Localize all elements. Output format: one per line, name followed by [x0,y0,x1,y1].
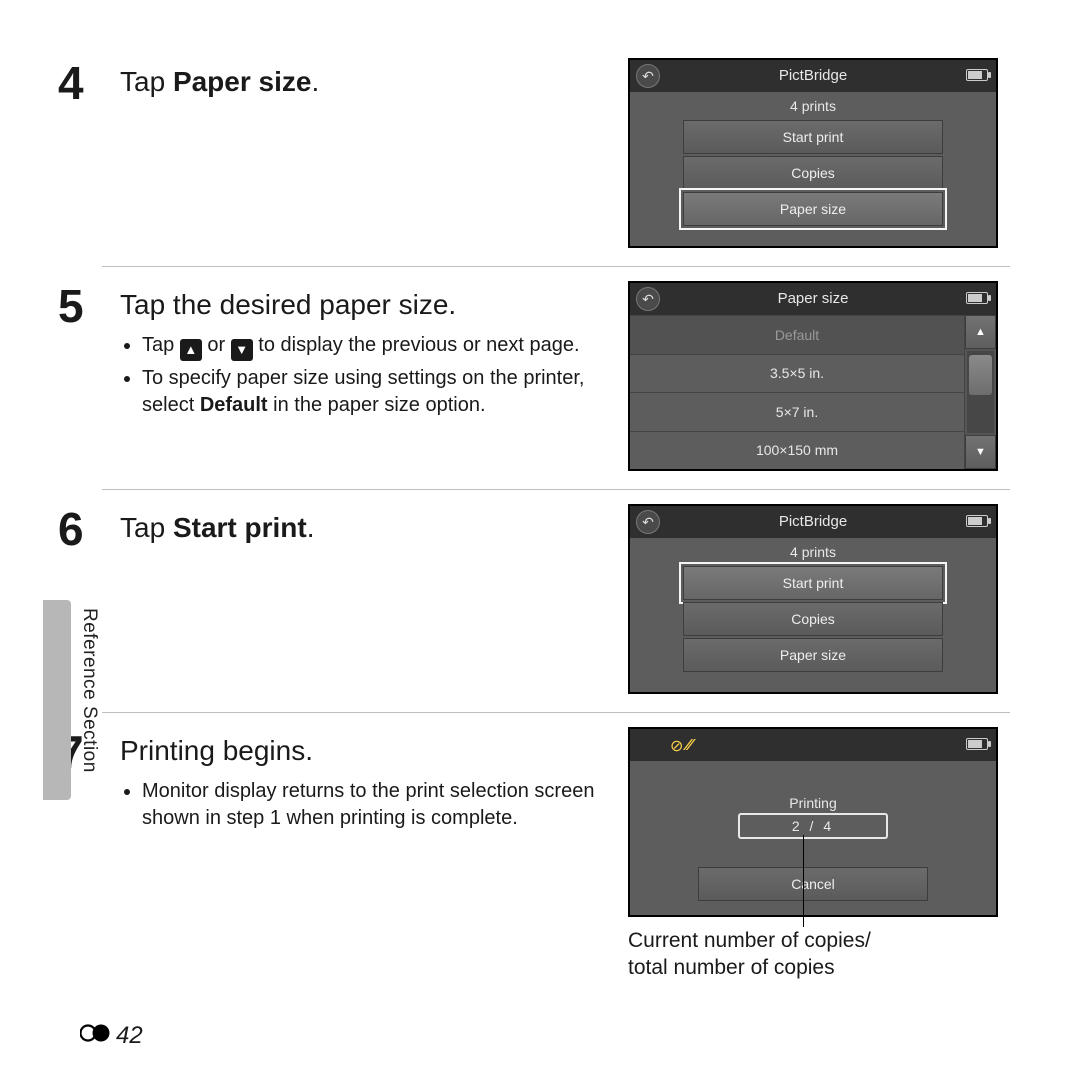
battery-icon [966,292,988,304]
bullet-item: Monitor display returns to the print sel… [142,778,600,832]
step-title: Tap Paper size. [120,64,600,99]
side-label: Reference Section [78,608,100,773]
bullet-list: Tap ▲ or ▼ to display the previous or ne… [120,332,600,419]
step-row: 6 Tap Start print. ↶ PictBridge 4 prints … [58,504,1010,704]
list-item[interactable]: 5×7 in. [630,392,964,431]
step-title: Tap Start print. [120,510,600,545]
back-icon[interactable]: ↶ [636,64,660,88]
battery-icon [966,738,988,750]
screenshot-column: ↶ PictBridge 4 prints Start printCopiesP… [628,504,998,694]
list-item[interactable]: 3.5×5 in. [630,354,964,393]
bullet-item: To specify paper size using settings on … [142,365,600,419]
scroll-up-button[interactable]: ▲ [965,315,996,349]
lcd-subtitle: 4 prints [630,92,996,118]
back-icon[interactable]: ↶ [636,287,660,311]
back-icon[interactable]: ↶ [636,510,660,534]
menu-item[interactable]: Start print [683,120,943,154]
step-number: 6 [58,504,102,552]
list-item[interactable]: 100×150 mm [630,431,964,470]
battery-icon [966,515,988,527]
menu-item[interactable]: Paper size [683,638,943,672]
lcd-title: PictBridge [779,513,847,530]
step-body: Tap Start print. [120,504,610,545]
camera-lcd: ↶ Paper size Default3.5×5 in.5×7 in.100×… [628,281,998,471]
step-row: 4 Tap Paper size. ↶ PictBridge 4 prints S… [58,58,1010,258]
pictbridge-icon: ⊘⁄⁄ [670,736,692,756]
screenshot-column: ⊘⁄⁄ Printing 2 / 4 Cancel Current number… [628,727,998,982]
step-separator [102,266,1010,267]
scroll-track[interactable] [967,351,994,433]
step-separator [102,489,1010,490]
screenshot-column: ↶ PictBridge 4 prints Start printCopiesP… [628,58,998,248]
step-number: 5 [58,281,102,329]
menu-item[interactable]: Copies [683,156,943,190]
page-symbol [80,1022,112,1050]
step-body: Printing begins. Monitor display returns … [120,727,610,836]
bullet-list: Monitor display returns to the print sel… [120,778,600,832]
callout-text: Current number of copies/ total number o… [628,927,998,982]
lcd-title: Paper size [778,290,849,307]
bullet-item: Tap ▲ or ▼ to display the previous or ne… [142,332,600,361]
manual-page: Reference Section 4 Tap Paper size. ↶ Pic… [0,0,1080,1080]
down-arrow-icon: ▼ [231,339,253,361]
camera-lcd: ⊘⁄⁄ Printing 2 / 4 Cancel [628,727,998,917]
lcd-title: PictBridge [779,67,847,84]
up-arrow-icon: ▲ [180,339,202,361]
screenshot-column: ↶ Paper size Default3.5×5 in.5×7 in.100×… [628,281,998,471]
battery-icon [966,69,988,81]
printing-label: Printing [738,795,888,811]
cancel-button[interactable]: Cancel [698,867,928,901]
step-row: 7Printing begins.Monitor display returns… [58,727,1010,992]
step-title: Tap the desired paper size. [120,287,600,322]
lcd-subtitle: 4 prints [630,538,996,564]
camera-lcd: ↶ PictBridge 4 prints Start printCopiesP… [628,58,998,248]
step-title: Printing begins. [120,733,600,768]
printing-progress: 2 / 4 [738,813,888,839]
camera-lcd: ↶ PictBridge 4 prints Start printCopiesP… [628,504,998,694]
menu-item[interactable]: Start print [683,566,943,600]
side-tab [43,600,71,800]
step-row: 5 Tap the desired paper size. Tap ▲ or ▼ t… [58,281,1010,481]
list-item[interactable]: Default [630,315,964,354]
menu-item[interactable]: Copies [683,602,943,636]
step-body: Tap Paper size. [120,58,610,99]
scroll-down-button[interactable]: ▼ [965,435,996,469]
step-body: Tap the desired paper size. Tap ▲ or ▼ to… [120,281,610,423]
callout-line [803,835,804,927]
page-number: 42 [80,1022,143,1050]
step-number: 4 [58,58,102,106]
step-separator [102,712,1010,713]
menu-item[interactable]: Paper size [683,192,943,226]
scroll-thumb[interactable] [969,355,992,395]
